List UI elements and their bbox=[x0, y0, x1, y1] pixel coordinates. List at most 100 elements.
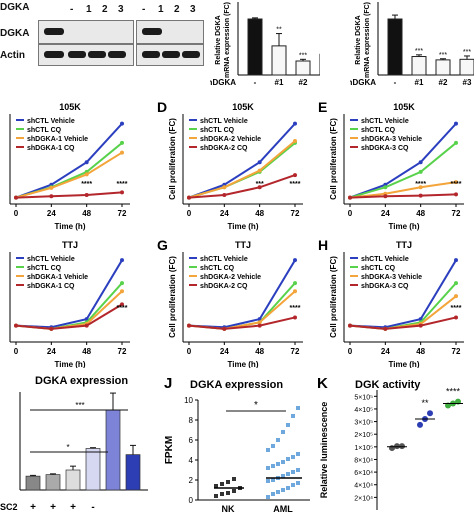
y-tick-label: 4 bbox=[189, 456, 194, 465]
bar-chart-b: Relative DGKA mRNA expression (FC) - ** #1 **… bbox=[210, 2, 320, 87]
blot-band bbox=[108, 51, 126, 58]
x-axis-label: Time (h) bbox=[55, 222, 86, 231]
row-mark: - bbox=[91, 502, 94, 513]
legend-label: shCTL Vehicle bbox=[27, 118, 75, 125]
aml-point bbox=[271, 464, 275, 468]
y-axis-label: Cell proliferation (FC) bbox=[168, 118, 177, 200]
panel-k-scatter: K DGK activity Relative luminescence 2×10⁴ 4… bbox=[317, 375, 463, 510]
blot-row-dgka-top: DGKA bbox=[0, 2, 30, 13]
bar bbox=[25, 475, 41, 491]
legend-label: shDGKA-2 Vehicle bbox=[200, 274, 261, 281]
x-tick-label: 72 bbox=[118, 347, 127, 356]
data-point bbox=[293, 289, 297, 294]
data-point bbox=[348, 323, 352, 328]
series-line-red bbox=[15, 191, 123, 199]
significance-label: **** bbox=[117, 305, 128, 312]
category-label: - bbox=[394, 78, 397, 87]
x-axis-label: Time (h) bbox=[228, 222, 259, 231]
nk-point bbox=[226, 491, 230, 495]
data-point bbox=[49, 185, 54, 190]
panel-letter: K bbox=[317, 375, 328, 392]
aml-point bbox=[296, 468, 300, 472]
blot-lane-7: 2 bbox=[174, 4, 180, 15]
aml-point bbox=[291, 455, 295, 459]
significance-label: *** bbox=[299, 52, 307, 59]
bar-chart-c: Relative DGKA mRNA expression (FC) - *** #1 *… bbox=[350, 2, 474, 87]
data-point bbox=[222, 185, 227, 190]
aml-point bbox=[266, 448, 270, 452]
data-point bbox=[257, 323, 262, 328]
blot-lane-5: - bbox=[142, 4, 146, 15]
data-point bbox=[84, 193, 89, 197]
significance-label: **** bbox=[290, 181, 301, 188]
significance-label: **** bbox=[415, 181, 426, 188]
data-point bbox=[348, 195, 352, 200]
data-point bbox=[454, 180, 458, 185]
data-point bbox=[454, 192, 458, 197]
nk-point bbox=[220, 492, 224, 496]
aml-point bbox=[286, 472, 290, 476]
blot-lane-2: 1 bbox=[86, 4, 92, 15]
data-point bbox=[120, 190, 124, 195]
data-point bbox=[418, 185, 423, 190]
data-point bbox=[120, 150, 124, 155]
bar bbox=[459, 58, 474, 76]
data-point bbox=[417, 421, 423, 428]
data-point bbox=[187, 323, 191, 328]
panel-title: DGKA expression bbox=[35, 375, 128, 387]
significance-label: *** bbox=[415, 48, 423, 55]
aml-point bbox=[276, 490, 280, 494]
x-tick-label: 48 bbox=[255, 209, 264, 218]
data-point bbox=[383, 185, 388, 190]
panel-title: TTJ bbox=[62, 240, 78, 250]
panel-j-scatter: J DGKA expression FPKM 0 2 4 6 8 10 NK AML * bbox=[164, 375, 310, 514]
x-tick-label: 24 bbox=[220, 347, 229, 356]
series-line-orange bbox=[15, 151, 123, 199]
nk-point bbox=[232, 477, 236, 481]
blot-lane-6: 1 bbox=[158, 4, 164, 15]
y-tick-label: 4×10⁴ bbox=[354, 483, 373, 490]
data-point bbox=[293, 121, 297, 126]
x-tick-label: 72 bbox=[452, 209, 461, 218]
bar bbox=[85, 448, 101, 491]
category-label: #1 bbox=[275, 78, 284, 87]
y-axis-label: Cell proliferation (FC) bbox=[329, 118, 338, 200]
data-point bbox=[120, 281, 124, 286]
y-axis-label: Relative DGKA bbox=[355, 15, 362, 64]
x-tick-label: 48 bbox=[255, 347, 264, 356]
y-axis-label: mRNA expression (FC) bbox=[364, 2, 371, 78]
y-axis-label: Cell proliferation (FC) bbox=[329, 256, 338, 338]
series-line-red bbox=[188, 316, 296, 330]
data-point bbox=[293, 315, 297, 320]
bar bbox=[435, 59, 451, 76]
aml-point bbox=[281, 460, 285, 464]
panel-letter: G bbox=[157, 237, 168, 253]
legend-label: shDGKA-3 CQ bbox=[361, 283, 409, 290]
bar bbox=[271, 45, 287, 76]
significance-label: *** bbox=[75, 401, 84, 410]
x-tick-label: 48 bbox=[416, 347, 425, 356]
series-line-red bbox=[349, 316, 457, 330]
y-tick-label: 2 bbox=[189, 476, 194, 485]
legend-label: shDGKA-1 Vehicle bbox=[27, 136, 88, 143]
bar bbox=[65, 469, 81, 491]
legend-label: shDGKA-3 CQ bbox=[361, 145, 409, 152]
significance-label: *** bbox=[463, 49, 471, 56]
significance-label: ** bbox=[421, 398, 429, 408]
panel-title: 105K bbox=[232, 102, 254, 112]
data-point bbox=[14, 323, 18, 328]
data-point bbox=[120, 121, 124, 126]
series-line-red bbox=[188, 174, 296, 199]
aml-point bbox=[296, 406, 300, 410]
y-tick-label: 3×10⁵ bbox=[354, 420, 373, 427]
legend-label: shDGKA-3 Vehicle bbox=[361, 274, 422, 281]
data-point bbox=[293, 139, 297, 143]
data-point bbox=[49, 194, 54, 199]
bar bbox=[45, 474, 61, 491]
data-point bbox=[222, 193, 227, 197]
data-point bbox=[49, 326, 54, 331]
blot-membrane-3 bbox=[38, 44, 134, 66]
bar bbox=[105, 409, 121, 491]
panel-letter: H bbox=[318, 237, 328, 253]
significance-label: **** bbox=[290, 305, 301, 312]
